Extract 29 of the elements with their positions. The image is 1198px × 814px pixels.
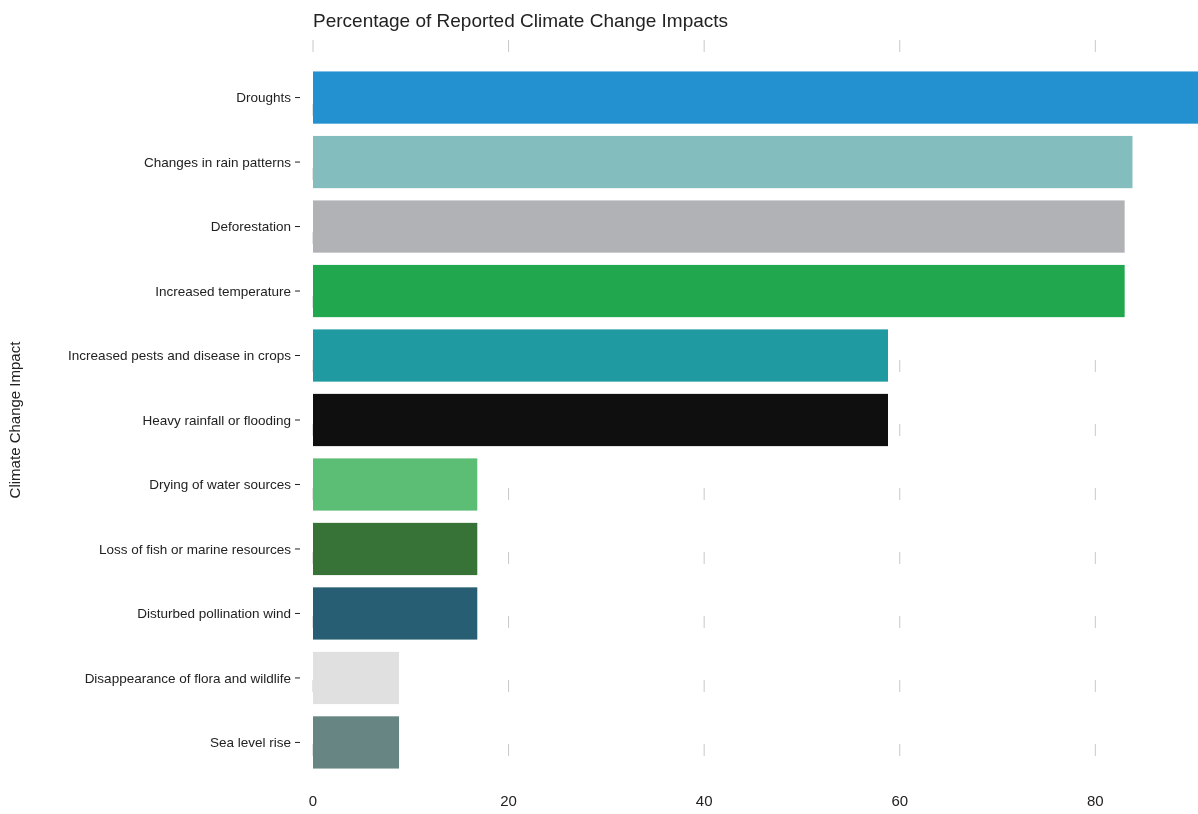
bar (313, 522, 478, 576)
x-tick-label: 0 (308, 792, 318, 809)
bar (313, 264, 1125, 318)
bar (313, 71, 1198, 124)
bar (313, 135, 1133, 189)
bar (313, 458, 478, 511)
bar (313, 393, 889, 447)
y-tick-label: Heavy rainfall or flooding (142, 412, 291, 428)
y-axis-title: Climate Change Impact (6, 340, 23, 499)
y-tick-label: Deforestation (210, 219, 291, 235)
x-tick-label: 40 (695, 792, 713, 809)
bar (313, 329, 889, 382)
chart-title: Percentage of Reported Climate Change Impacts (313, 10, 729, 31)
y-tick-label: Sea level rise (209, 735, 291, 751)
y-tick-label: Disappearance of flora and wildlife (84, 670, 291, 686)
bar (313, 587, 478, 640)
y-tick-label: Droughts (236, 90, 292, 106)
x-tick-label: 80 (1086, 792, 1104, 809)
y-tick-label: Changes in rain patterns (143, 154, 292, 170)
bar (313, 716, 400, 769)
bar (313, 651, 400, 705)
bar (313, 200, 1125, 253)
x-tick-label: 60 (891, 792, 909, 809)
y-tick-label: Increased temperature (155, 283, 291, 299)
y-tick-label: Increased pests and disease in crops (68, 348, 292, 364)
y-tick-label: Loss of fish or marine resources (98, 541, 292, 557)
y-tick-label: Disturbed pollination wind (137, 606, 291, 622)
y-tick-label: Drying of water sources (149, 477, 292, 493)
x-tick-label: 20 (500, 792, 517, 809)
